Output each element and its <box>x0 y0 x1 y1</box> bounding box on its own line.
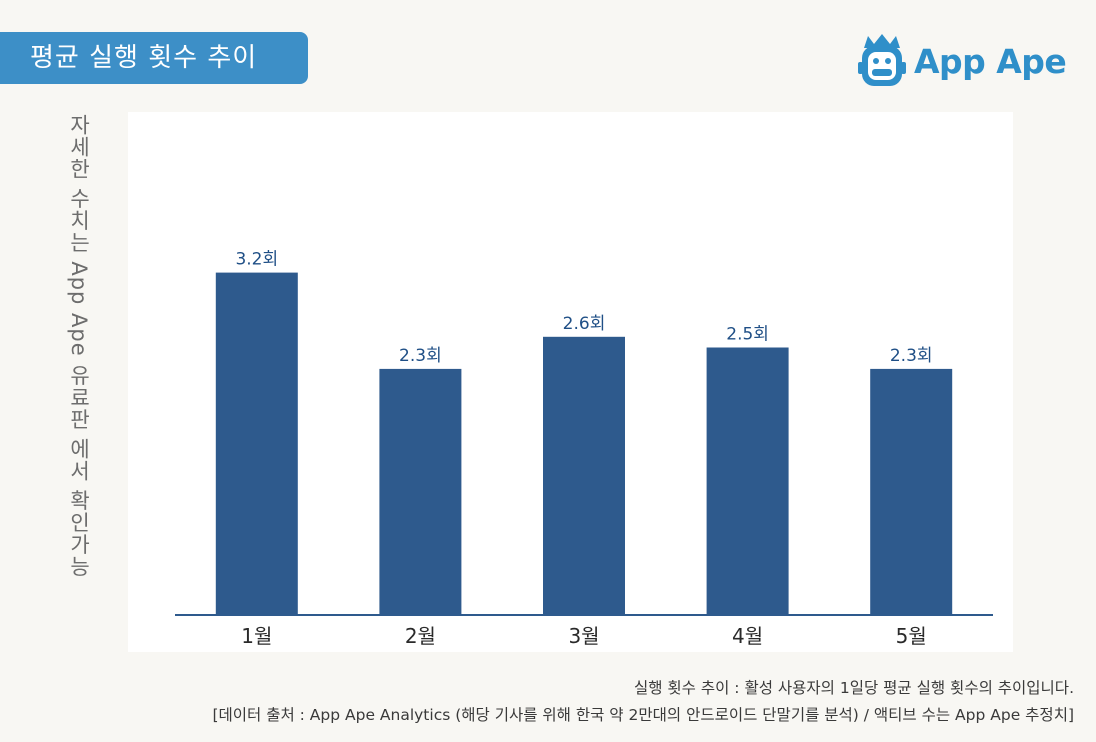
ape-mascot-icon <box>858 34 906 86</box>
side-note: 자세한 수치는 App Ape 유료판 에서 확인가능 <box>67 114 91 578</box>
data-label-4: 2.5회 <box>726 325 769 345</box>
x-tick-label-1: 1월 <box>241 624 272 648</box>
bar-3 <box>543 336 625 615</box>
chart-title-banner: 평균 실행 횟수 추이 <box>0 32 308 84</box>
footnote-source: [데이터 출처 : App Ape Analytics (해당 기사를 위해 한… <box>212 706 1074 724</box>
bar-chart: 3.2회 1월 2.3회 2월 2.6회 3월 2.5회 4월 2.3회 5월 <box>175 250 993 648</box>
x-tick-label-5: 5월 <box>896 624 927 648</box>
data-label-3: 2.6회 <box>563 314 606 334</box>
plot-area: 3.2회 1월 2.3회 2월 2.6회 3월 2.5회 4월 2.3회 5월 <box>128 112 1013 652</box>
footnote-definition: 실행 횟수 추이 : 활성 사용자의 1일당 평균 실행 횟수의 추이입니다. <box>633 679 1074 697</box>
x-tick-label-4: 4월 <box>732 624 763 648</box>
bar-5 <box>870 368 953 615</box>
data-label-2: 2.3회 <box>399 346 442 366</box>
brand-name: App Ape <box>914 41 1067 81</box>
bar-1 <box>215 272 298 615</box>
data-label-5: 2.3회 <box>890 346 933 366</box>
data-label-1: 3.2회 <box>235 250 278 270</box>
brand-logo: App Ape <box>858 32 1067 90</box>
x-tick-label-3: 3월 <box>568 624 599 648</box>
bar-2 <box>379 368 462 615</box>
bar-4 <box>706 347 789 615</box>
chart-title: 평균 실행 횟수 추이 <box>30 43 258 73</box>
x-tick-label-2: 2월 <box>405 624 436 648</box>
